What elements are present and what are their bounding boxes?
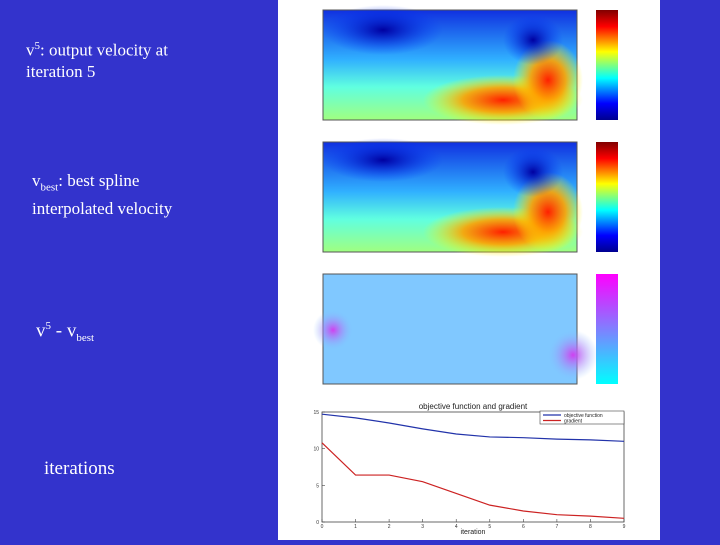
- label-output-velocity: v5: output velocity at iteration 5: [26, 36, 168, 82]
- text: 5: [34, 40, 41, 52]
- line-chart: objective function and gradient iteration…: [313, 402, 625, 536]
- x-axis-label: iteration: [461, 529, 486, 536]
- x-tick-label: 3: [421, 524, 424, 530]
- heatmap: [313, 273, 618, 385]
- text: - v: [51, 320, 77, 342]
- x-tick-label: 9: [623, 524, 626, 530]
- text: best: [40, 181, 59, 194]
- chart-title: objective function and gradient: [419, 402, 528, 411]
- x-tick-label: 1: [354, 524, 357, 530]
- label-difference: v5 - vbest: [36, 316, 94, 349]
- text: iteration 5: [26, 61, 96, 81]
- legend-label: gradient: [564, 419, 583, 425]
- heatmap: [322, 138, 618, 257]
- text: v: [36, 320, 46, 342]
- y-tick-label: 0: [316, 520, 319, 526]
- text: interpolated velocity: [32, 199, 173, 219]
- legend-label: objective function: [564, 413, 603, 419]
- data-line: [321, 442, 625, 519]
- text: v: [32, 171, 41, 190]
- x-tick-label: 0: [321, 524, 324, 530]
- x-tick-label: 4: [455, 524, 458, 530]
- text: : output velocity at: [40, 40, 168, 60]
- x-tick-label: 5: [488, 524, 491, 530]
- figure-panel: objective function and gradient iteration…: [278, 0, 660, 540]
- plot-area: [321, 411, 625, 523]
- x-tick-label: 7: [555, 524, 558, 530]
- text: : best spline: [58, 171, 140, 190]
- y-tick-label: 15: [313, 410, 319, 416]
- heatmap: [322, 5, 618, 125]
- text: v: [26, 40, 35, 60]
- label-iterations: iterations: [44, 458, 115, 479]
- figures: objective function and gradient iteration…: [313, 5, 626, 536]
- y-tick-label: 5: [316, 483, 319, 489]
- data-line: [321, 413, 625, 442]
- text: best: [76, 332, 95, 345]
- x-tick-label: 2: [388, 524, 391, 530]
- x-tick-label: 6: [522, 524, 525, 530]
- label-best-velocity: vbest: best spline interpolated velocity: [32, 170, 172, 219]
- x-tick-label: 8: [589, 524, 592, 530]
- y-tick-label: 10: [313, 447, 319, 453]
- text: 5: [45, 320, 52, 332]
